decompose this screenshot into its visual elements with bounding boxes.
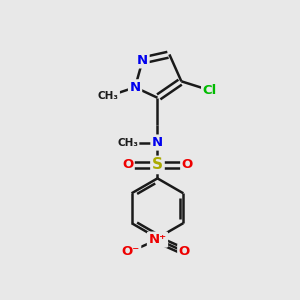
Text: N: N: [137, 54, 148, 67]
Text: CH₃: CH₃: [117, 137, 138, 148]
Text: N: N: [152, 136, 163, 149]
Text: O: O: [179, 245, 190, 258]
Text: O⁻: O⁻: [122, 245, 140, 258]
Text: O: O: [182, 158, 193, 171]
Text: N⁺: N⁺: [148, 233, 166, 246]
Text: S: S: [152, 158, 163, 172]
Text: N: N: [130, 81, 141, 94]
Text: O: O: [122, 158, 133, 171]
Text: Cl: Cl: [202, 84, 217, 97]
Text: CH₃: CH₃: [98, 91, 119, 101]
